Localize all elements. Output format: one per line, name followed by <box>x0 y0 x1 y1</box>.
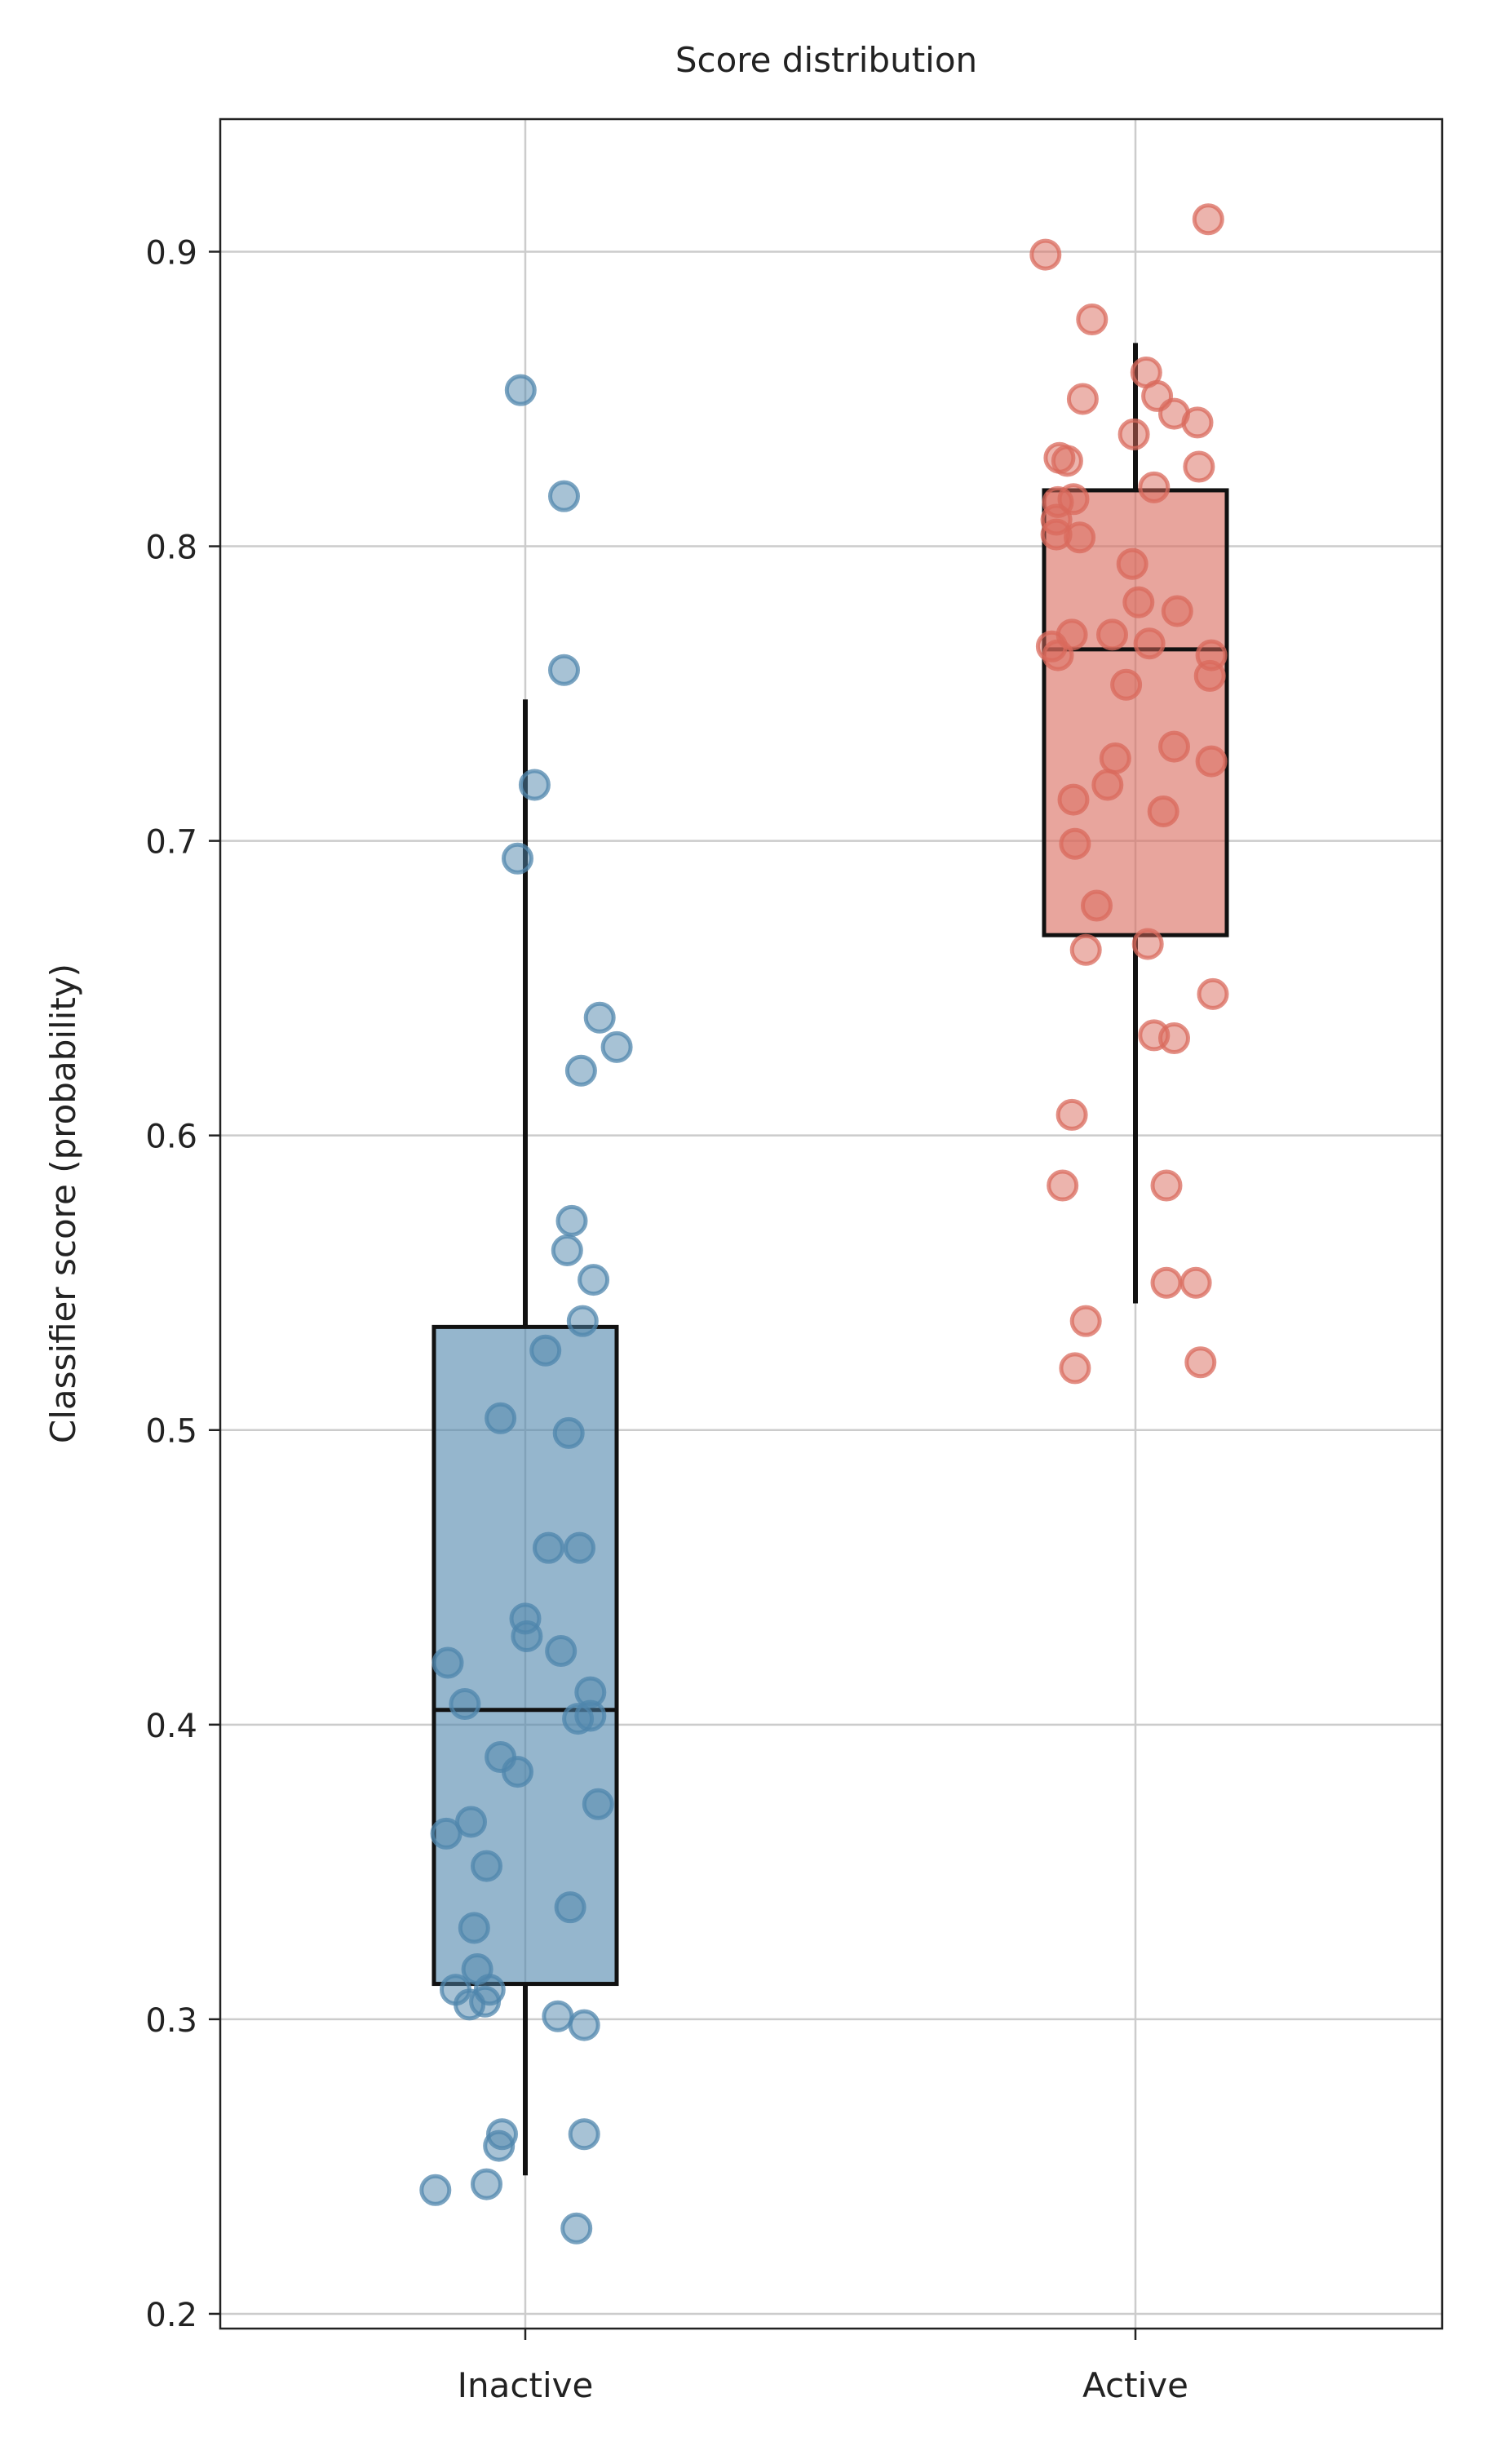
grid-lines <box>220 119 1442 2329</box>
y-tick-label: 0.2 <box>145 2297 197 2334</box>
data-point <box>483 2129 516 2162</box>
data-point <box>1150 1266 1183 1299</box>
data-point <box>511 1620 543 1652</box>
box-elements <box>431 343 1229 2176</box>
data-point <box>1064 521 1096 554</box>
y-tick-label: 0.9 <box>145 234 197 272</box>
y-tick-label: 0.6 <box>145 1119 197 1156</box>
plot-frame <box>219 117 1444 2330</box>
data-point <box>1057 783 1090 816</box>
y-tick-label: 0.5 <box>145 1413 197 1451</box>
data-point <box>548 480 580 512</box>
data-point <box>562 1703 595 1735</box>
data-point <box>1133 627 1166 660</box>
data-point <box>583 1001 616 1034</box>
data-point <box>1081 889 1113 922</box>
data-point <box>518 769 551 801</box>
data-point <box>578 1264 610 1296</box>
data-point <box>449 1688 481 1721</box>
data-point <box>1192 203 1224 236</box>
y-tick-label: 0.7 <box>145 824 197 862</box>
data-point <box>566 1305 599 1337</box>
data-point <box>471 2168 502 2200</box>
data-point <box>1122 586 1155 618</box>
data-point <box>1131 928 1164 960</box>
data-point <box>568 2009 600 2041</box>
data-point <box>560 2212 593 2245</box>
data-point <box>1116 547 1148 580</box>
data-point <box>1138 471 1171 503</box>
data-point <box>504 374 537 406</box>
data-point <box>582 1788 614 1820</box>
data-point <box>548 654 580 686</box>
data-point <box>1059 1352 1091 1385</box>
data-point <box>1029 238 1062 271</box>
data-point <box>529 1334 562 1367</box>
data-points <box>419 203 1229 2245</box>
data-point <box>431 1646 464 1679</box>
data-point <box>1158 1022 1190 1055</box>
data-point <box>1059 827 1091 860</box>
data-point <box>533 1531 564 1564</box>
data-point <box>471 1850 502 1882</box>
data-point <box>1066 383 1099 415</box>
data-point <box>1158 730 1190 763</box>
data-point <box>542 2000 574 2032</box>
data-point <box>1117 418 1150 450</box>
data-point <box>568 2118 600 2151</box>
iqr-box <box>431 1324 619 1987</box>
data-point <box>1183 450 1215 483</box>
data-point <box>1179 1266 1212 1299</box>
data-point <box>1161 595 1193 627</box>
data-point <box>1069 1305 1102 1337</box>
x-tick-label: Inactive <box>458 2365 594 2405</box>
data-point <box>1047 1169 1079 1202</box>
data-point <box>1051 445 1083 477</box>
data-point <box>502 842 533 875</box>
axis-ticks: 0.2 0.3 0.4 0.5 0.6 0.7 0.8 0.9 Inactive Active <box>145 234 1188 2405</box>
data-point <box>454 1988 486 2021</box>
data-point <box>430 1817 462 1850</box>
y-tick-label: 0.8 <box>145 530 197 567</box>
data-point <box>1193 659 1226 692</box>
data-point <box>1150 1169 1183 1202</box>
data-point <box>1042 639 1074 671</box>
data-point <box>458 1912 490 1944</box>
y-tick-label: 0.4 <box>145 1708 197 1745</box>
data-point <box>1181 406 1214 439</box>
data-point <box>1091 769 1124 801</box>
data-point <box>1197 977 1229 1010</box>
data-point <box>1056 1098 1088 1131</box>
data-point <box>564 1054 597 1087</box>
data-point <box>1195 745 1228 778</box>
data-point <box>554 1891 586 1924</box>
data-point <box>485 1402 517 1434</box>
data-point <box>1147 795 1179 828</box>
data-point <box>600 1030 633 1063</box>
chart-title: Score distribution <box>675 40 977 80</box>
data-point <box>1069 933 1102 966</box>
data-point <box>555 1204 588 1237</box>
data-point <box>419 2174 452 2206</box>
x-tick-label: Active <box>1082 2365 1188 2405</box>
y-tick-label: 0.3 <box>145 2002 197 2040</box>
data-point <box>545 1635 578 1668</box>
data-point <box>1099 742 1131 775</box>
y-axis-label: Classifier score (probability) <box>43 964 83 1443</box>
data-point <box>1110 668 1143 701</box>
data-point <box>1076 304 1109 336</box>
data-point <box>564 1531 595 1564</box>
data-point <box>455 1806 487 1838</box>
data-point <box>1096 618 1128 651</box>
data-point <box>551 1234 583 1266</box>
data-point <box>1184 1346 1217 1379</box>
data-point <box>552 1416 585 1449</box>
data-point <box>502 1756 533 1788</box>
